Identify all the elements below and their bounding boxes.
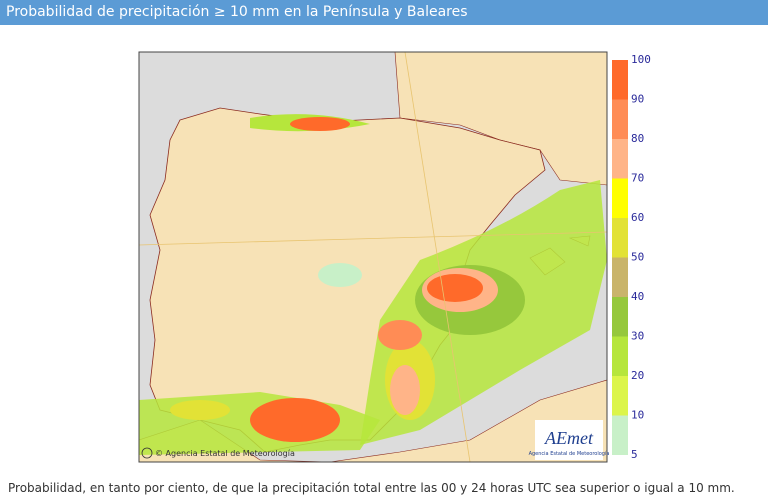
- credit-icon: [141, 447, 153, 459]
- legend-swatch: [612, 60, 628, 100]
- legend-tick-label: 20: [631, 369, 644, 382]
- legend-swatch: [612, 336, 628, 376]
- header-title: Probabilidad de precipitación ≥ 10 mm en…: [0, 0, 768, 25]
- map-frame: [138, 51, 608, 463]
- logo-box: [535, 420, 603, 460]
- legend-swatch: [612, 99, 628, 139]
- legend-tick-label: 60: [631, 211, 644, 224]
- legend-tick-label: 90: [631, 93, 644, 106]
- legend-tick-label: 10: [631, 409, 644, 422]
- legend-tick-label: 50: [631, 251, 644, 264]
- logo: AEmet: [544, 428, 594, 448]
- legend-tick-label: 70: [631, 172, 644, 185]
- credit: © Agencia Estatal de Meteorología: [155, 449, 295, 458]
- legend-swatch: [612, 297, 628, 337]
- map: [139, 52, 607, 462]
- legend-tick-label: 5: [631, 448, 638, 461]
- legend-swatch: [612, 218, 628, 258]
- legend-swatch: [612, 139, 628, 179]
- logo-subtitle: Agencia Estatal de Meteorología: [529, 450, 610, 457]
- caption: Probabilidad, en tanto por ciento, de qu…: [8, 481, 735, 495]
- legend-swatch: [612, 415, 628, 455]
- legend-swatch: [612, 376, 628, 416]
- legend-tick-label: 100: [631, 53, 651, 66]
- legend-tick-label: 80: [631, 132, 644, 145]
- legend-swatch: [612, 257, 628, 297]
- map-panel: © Agencia Estatal de Meteorología AEmet …: [138, 51, 651, 463]
- legend-tick-label: 40: [631, 290, 644, 303]
- legend-tick-label: 30: [631, 330, 644, 343]
- legend-swatch: [612, 178, 628, 218]
- legend: 100 90 80 70 60 50 40 30 20 10 5: [612, 53, 651, 461]
